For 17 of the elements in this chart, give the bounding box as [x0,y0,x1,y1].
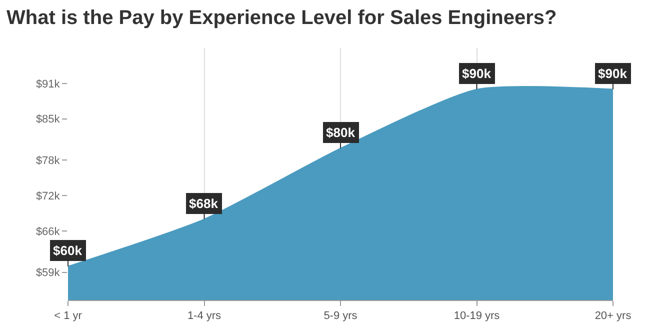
y-tick-label: $78k [36,154,60,167]
x-tick-label: 20+ yrs [594,310,632,322]
x-tick-label: 1-4 yrs [187,310,222,322]
y-tick-label: $66k [36,226,60,238]
text: $68k [189,196,218,211]
x-tick-label: 5-9 yrs [324,310,358,322]
text: $90k [598,66,627,81]
text: $80k [326,125,355,140]
y-tick-label: $85k [36,114,60,126]
y-tick-label: $91k [36,78,60,90]
x-tick-label: 10-19 yrs [454,310,500,322]
y-tick-label: $59k [36,267,60,280]
y-tick-label: $72k [36,190,60,202]
text: $90k [462,66,491,81]
text: $60k [53,243,82,258]
x-tick-label: < 1 yr [54,310,82,322]
chart-title: What is the Pay by Experience Level for Sales Engineers? [6,7,557,30]
